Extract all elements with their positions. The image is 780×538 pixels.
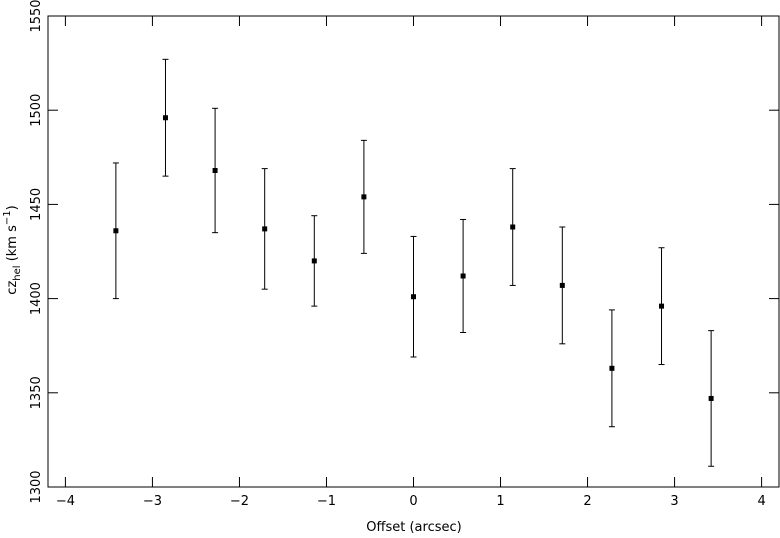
x-axis-label: Offset (arcsec) xyxy=(366,520,461,535)
point xyxy=(510,224,516,230)
point xyxy=(361,194,367,200)
x-tick-label: 4 xyxy=(757,494,765,509)
x-tick-label: −1 xyxy=(317,494,336,509)
y-label-part: cz xyxy=(5,281,20,295)
y-label-part: (km s xyxy=(5,225,20,266)
point xyxy=(162,115,168,121)
y-tick-label: 1550 xyxy=(29,0,44,33)
y-axis-label: czhel (km s−1) xyxy=(2,205,23,294)
y-tick-label: 1400 xyxy=(29,282,44,315)
x-tick-label: 0 xyxy=(409,494,417,509)
y-label-part: ) xyxy=(5,205,20,210)
y-tick-label: 1300 xyxy=(29,470,44,503)
point xyxy=(609,365,615,371)
y-tick-label: 1450 xyxy=(29,188,44,221)
point xyxy=(411,294,416,300)
point xyxy=(659,303,665,309)
x-tick-label: −2 xyxy=(230,494,249,509)
point xyxy=(559,282,565,288)
point xyxy=(113,228,119,234)
x-tick-label: 1 xyxy=(496,494,504,509)
x-tick-label: −4 xyxy=(56,494,75,509)
point xyxy=(212,167,218,173)
y-label-sup: −1 xyxy=(2,210,13,225)
y-tick-label: 1350 xyxy=(29,376,44,409)
point xyxy=(708,395,714,401)
x-tick-label: 2 xyxy=(583,494,591,509)
x-tick-label: −3 xyxy=(143,494,162,509)
y-tick-label: 1500 xyxy=(29,94,44,127)
point xyxy=(262,226,268,232)
point xyxy=(460,273,466,279)
y-label-sub: hel xyxy=(12,265,23,280)
x-tick-label: 3 xyxy=(670,494,678,509)
point xyxy=(311,258,317,264)
